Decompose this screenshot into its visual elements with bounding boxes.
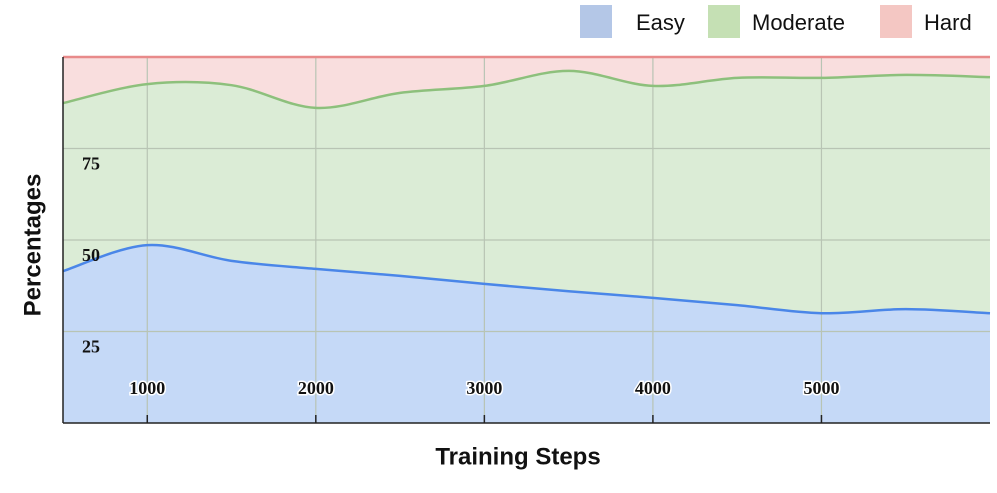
line: [62, 243, 991, 315]
y-tick-label: 50: [82, 245, 100, 265]
y-axis-label: Percentages: [19, 174, 46, 317]
y-tick-label: 75: [82, 154, 100, 174]
x-tick-label: 3000: [466, 378, 502, 398]
line: [62, 69, 991, 110]
x-tick-label: 1000: [129, 378, 165, 398]
area: [63, 70, 990, 314]
legend-label: Hard: [924, 10, 972, 35]
area: [63, 57, 990, 108]
area: [63, 244, 990, 423]
legend-label: Easy: [636, 10, 685, 35]
x-axis-label: Training Steps: [435, 443, 600, 470]
plot-area: [62, 55, 991, 423]
legend-label: Moderate: [752, 10, 845, 35]
x-tick-label: 2000: [298, 378, 334, 398]
y-tick-label: 25: [82, 337, 100, 357]
legend-swatch: [880, 5, 912, 38]
legend-swatch: [708, 5, 740, 38]
legend-swatch: [580, 5, 612, 38]
x-tick-label: 4000: [635, 378, 671, 398]
x-tick-label: 5000: [803, 378, 839, 398]
